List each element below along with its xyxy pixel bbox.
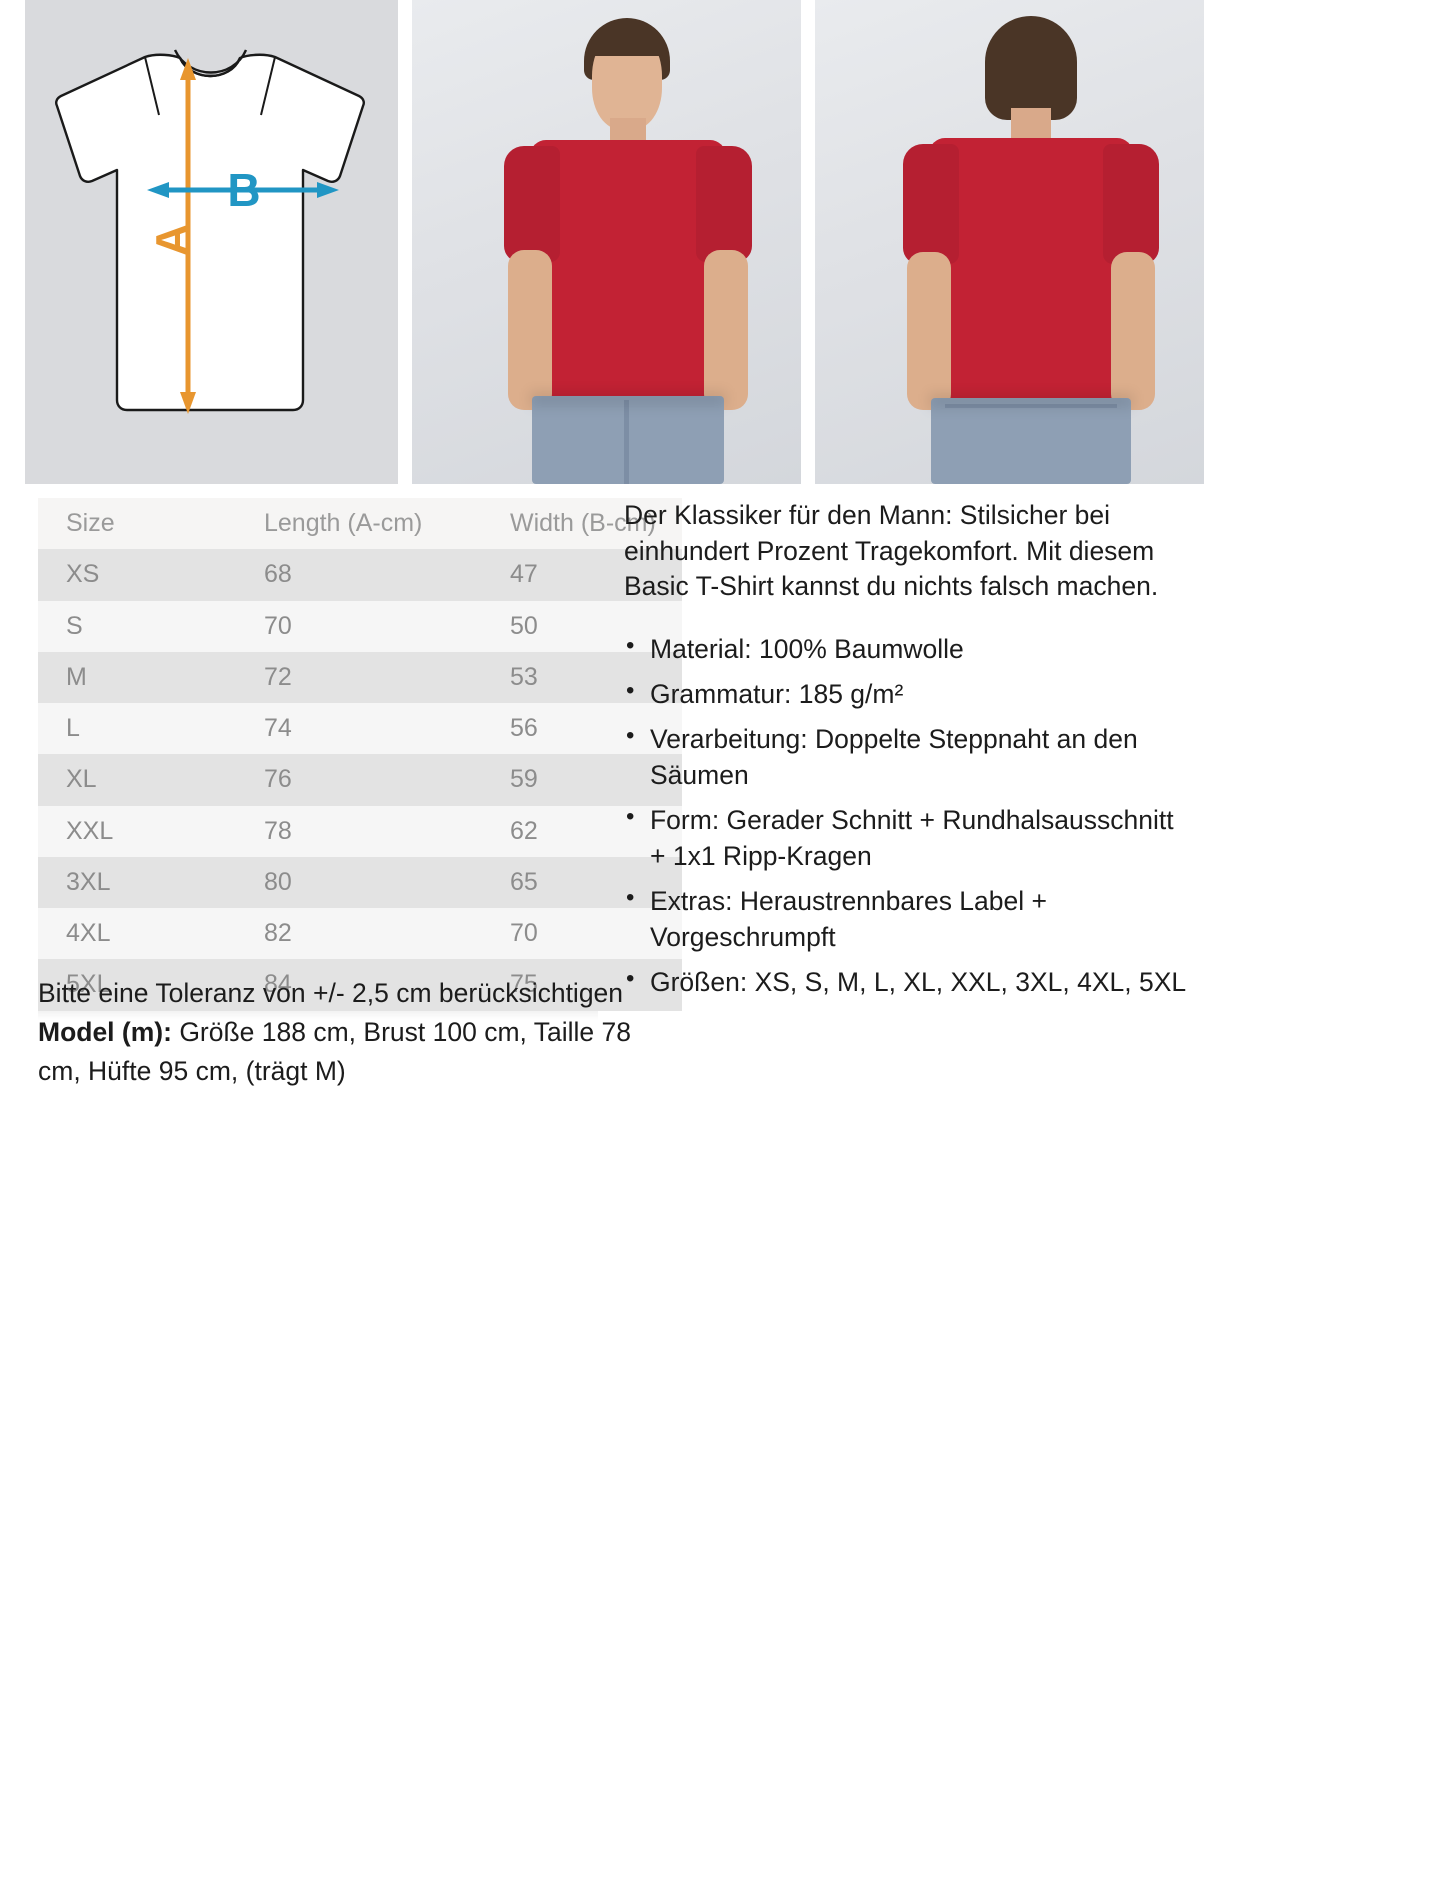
table-row: XL 76 59 (38, 754, 682, 806)
description-column: Der Klassiker für den Mann: Stilsicher b… (600, 498, 1400, 1009)
cell-width: 75 (510, 970, 538, 999)
feature-list: Material: 100% Baumwolle Grammatur: 185 … (624, 629, 1360, 1000)
cell-size: S (66, 611, 83, 640)
list-item: Form: Gerader Schnitt + Rundhalsausschni… (624, 801, 1190, 874)
size-chart-head: Size Length (A-cm) Width (B-cm) (38, 498, 682, 550)
list-item: Grammatur: 185 g/m² (624, 675, 1190, 712)
column-header-size: Size (38, 498, 236, 550)
cell-width: 53 (510, 662, 538, 691)
model-photo-front (412, 0, 801, 484)
tolerance-note: Bitte eine Toleranz von +/- 2,5 cm berüc… (38, 978, 624, 1008)
model-label: Model (m): (38, 1017, 172, 1048)
cell-size: 4XL (66, 919, 111, 947)
table-row: M 72 53 (38, 651, 682, 703)
cell-length: 68 (264, 560, 292, 589)
size-chart-table: Size Length (A-cm) Width (B-cm) XS 68 47… (38, 498, 682, 1011)
cell-length: 78 (264, 816, 292, 845)
cell-size: XL (66, 765, 97, 794)
cell-width: 59 (510, 765, 538, 794)
product-image-gallery: A B (25, 0, 1420, 484)
table-row: 5XL 84 75 (38, 959, 682, 1011)
cell-size: L (66, 714, 80, 742)
cell-size: XXL (66, 816, 114, 845)
cell-size: M (66, 662, 87, 691)
description-intro: Der Klassiker für den Mann: Stilsicher b… (624, 500, 1159, 601)
footnotes-section: Bitte eine Toleranz von +/- 2,5 cm berüc… (38, 974, 678, 1092)
size-chart-body: XS 68 47 S 70 50 M 72 53 (38, 549, 682, 1011)
column-header-length: Length (A-cm) (236, 498, 482, 550)
list-item: Extras: Heraustrennbares Label + Vorgesc… (624, 882, 1190, 955)
measurement-diagram: A B (25, 0, 398, 484)
cell-width: 56 (510, 714, 538, 742)
cell-length: 84 (264, 970, 292, 999)
cell-length: 70 (264, 611, 292, 640)
cell-width: 50 (510, 611, 538, 640)
column-header-width: Width (B-cm) (482, 498, 682, 550)
cell-width: 70 (510, 919, 538, 947)
cell-width: 62 (510, 816, 538, 845)
size-chart-column: Size Length (A-cm) Width (B-cm) XS 68 47… (0, 498, 682, 1020)
model-photo-back (815, 0, 1204, 484)
cell-size: 5XL (66, 970, 111, 999)
tshirt-outline-icon: A B (55, 49, 365, 414)
cell-width: 47 (510, 560, 538, 589)
list-item: Größen: XS, S, M, L, XL, XXL, 3XL, 4XL, … (624, 963, 1190, 1000)
cell-length: 72 (264, 662, 292, 691)
table-row: 4XL 82 70 (38, 908, 682, 960)
model-note: Model (m): Größe 188 cm, Brust 100 cm, T… (38, 1013, 678, 1091)
cell-size: 3XL (66, 867, 111, 896)
width-arrow-b (147, 182, 339, 198)
cell-length: 80 (264, 867, 292, 896)
table-row: S 70 50 (38, 600, 682, 652)
table-bottom-clipped-row (38, 1010, 598, 1020)
table-row: 3XL 80 65 (38, 856, 682, 908)
cell-length: 76 (264, 765, 292, 794)
table-row: XS 68 47 (38, 549, 682, 601)
cell-width: 65 (510, 867, 538, 896)
table-row: L 74 56 (38, 703, 682, 755)
cell-length: 82 (264, 919, 292, 947)
model-figure-back (815, 0, 1204, 484)
cell-length: 74 (264, 714, 292, 742)
list-item: Material: 100% Baumwolle (624, 629, 1190, 667)
model-details: Größe 188 cm, Brust 100 cm, Taille 78 cm… (38, 1017, 631, 1087)
table-header-row: Size Length (A-cm) Width (B-cm) (38, 498, 682, 550)
length-arrow-a (180, 58, 196, 414)
cell-size: XS (66, 560, 100, 589)
list-item: Verarbeitung: Doppelte Steppnaht an den … (624, 720, 1190, 793)
product-details-section: Size Length (A-cm) Width (B-cm) XS 68 47… (0, 498, 1445, 1020)
model-figure-front (412, 0, 801, 484)
width-label-b: B (227, 164, 260, 216)
length-label-a: A (146, 223, 198, 256)
table-row: XXL 78 62 (38, 805, 682, 857)
